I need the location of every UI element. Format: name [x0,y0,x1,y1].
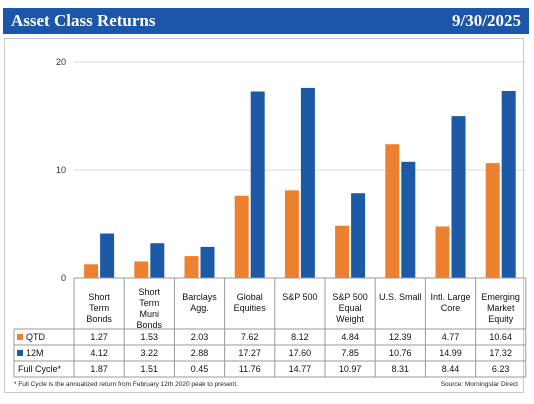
qtd-bar [84,264,99,278]
data-label: 17.60 [289,348,312,358]
m12-bar [401,161,416,278]
data-label: 10.76 [389,348,412,358]
data-label: 3.22 [141,348,159,358]
legend-swatch-12m [17,350,23,356]
data-label: 11.76 [239,364,261,374]
m12-bar [200,246,215,278]
chart-date: 9/30/2025 [452,11,521,30]
data-label: 1.51 [141,364,159,374]
data-label: 1.87 [90,364,108,374]
category-label: Intl. Large Core [430,292,470,313]
data-label: 2.88 [191,348,209,358]
m12-bar [100,233,115,278]
chart-frame [4,38,524,393]
data-label: 8.12 [291,332,309,342]
source-note: Source: Morningstar Direct [440,381,518,388]
category-label: Global Equities [234,292,267,313]
qtd-bar [284,190,299,278]
data-label: 14.99 [439,348,462,358]
category-label: S&P 500 Equal Weight [332,292,367,324]
data-label: 0.45 [191,364,209,374]
qtd-bar [134,261,149,278]
data-label: 12.39 [389,332,412,342]
category-label: Short Term Muni Bonds [137,287,163,330]
data-label: 1.27 [90,332,108,342]
data-label: 1.53 [141,332,159,342]
qtd-bar [234,195,249,278]
m12-bar [451,116,466,278]
data-label: 2.03 [191,332,209,342]
chart-header: Asset Class Returns 9/30/2025 [3,8,529,34]
row-header: QTD [26,332,45,342]
data-label: 10.64 [489,332,512,342]
row-header: Full Cycle* [18,364,62,374]
category-label: Barclays Agg. [182,292,217,313]
m12-bar [351,193,366,278]
data-label: 4.84 [341,332,359,342]
y-tick-label: 20 [56,57,66,67]
data-label: 17.27 [238,348,261,358]
category-label: Short Term Bonds [86,292,112,324]
data-label: 7.62 [241,332,259,342]
data-label: 8.31 [392,364,410,374]
qtd-bar [435,226,450,278]
row-header: 12M [26,348,44,358]
y-tick-label: 0 [61,273,66,283]
data-label: 4.77 [442,332,460,342]
legend-swatch-qtd [17,334,23,340]
footnote: * Full Cycle is the annualized return fr… [14,381,239,388]
data-label: 14.77 [289,364,312,374]
data-label: 8.44 [442,364,460,374]
qtd-bar [485,163,500,278]
m12-bar [501,90,516,278]
qtd-bar [335,225,350,278]
category-label: Emerging Market Equity [481,292,520,324]
category-label: S&P 500 [282,292,317,302]
qtd-bar [184,256,199,278]
chart-title: Asset Class Returns [11,11,156,30]
m12-bar [150,243,165,278]
data-label: 6.23 [492,364,510,374]
data-label: 10.97 [339,364,362,374]
y-tick-label: 10 [56,165,66,175]
data-label: 17.32 [489,348,512,358]
m12-bar [250,91,265,278]
data-label: 4.12 [90,348,108,358]
m12-bar [300,87,315,278]
category-label: U.S. Small [379,292,422,302]
data-label: 7.85 [341,348,359,358]
qtd-bar [385,144,400,278]
